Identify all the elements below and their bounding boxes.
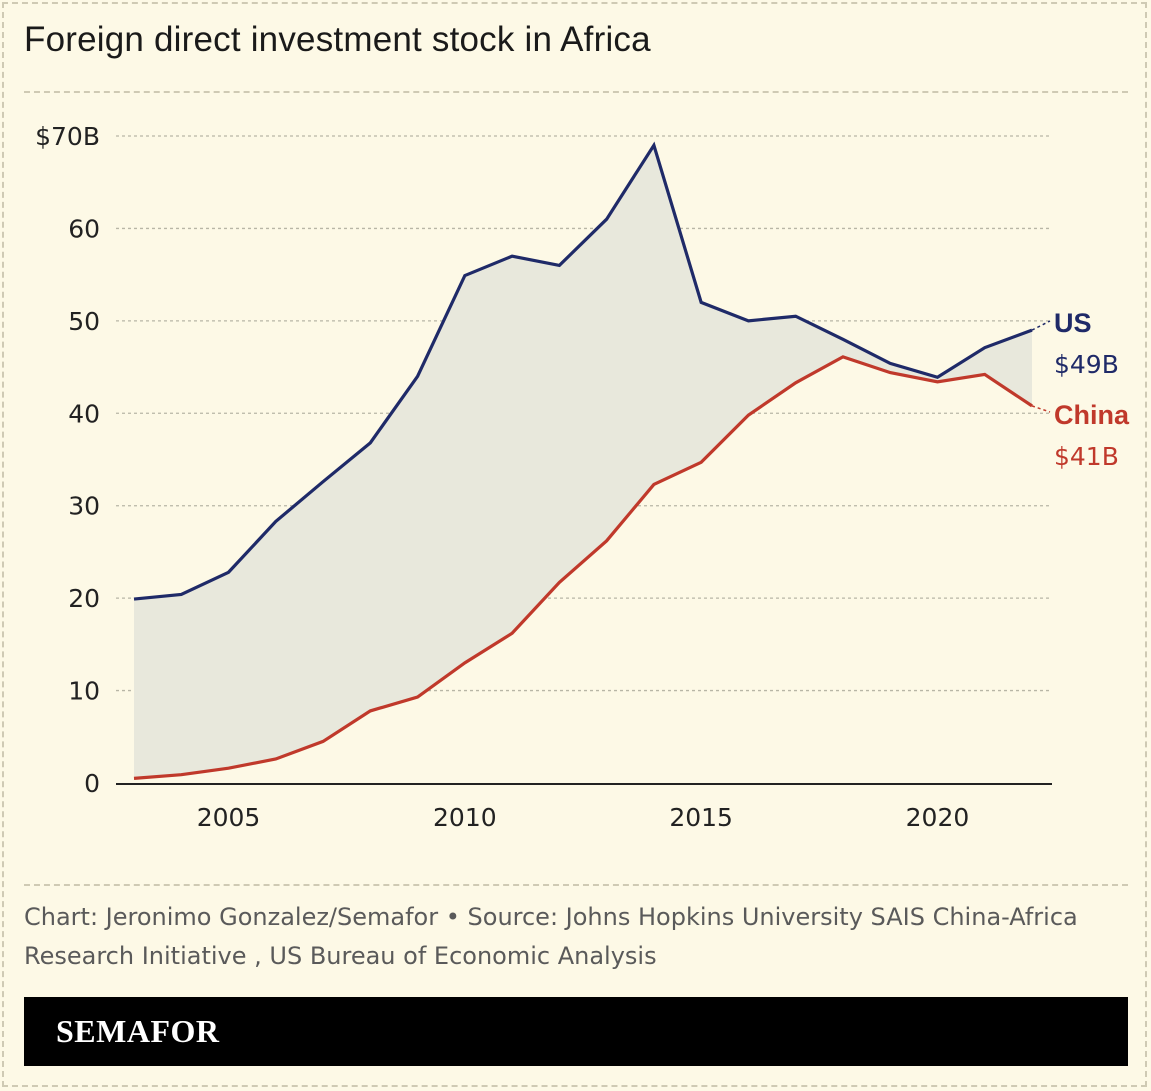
china-value-label: $41B	[1054, 442, 1119, 471]
source-divider	[24, 884, 1128, 886]
chart-title: Foreign direct investment stock in Afric…	[24, 20, 651, 59]
y-tick-label: 40	[68, 399, 100, 428]
y-tick-label: 10	[68, 677, 100, 706]
x-tick-label: 2005	[197, 803, 261, 832]
us-value-label: $49B	[1054, 350, 1119, 379]
x-tick-label: 2015	[669, 803, 733, 832]
source-credit: Chart: Jeronimo Gonzalez/Semafor • Sourc…	[24, 903, 1078, 970]
y-tick-label: 60	[68, 214, 100, 243]
china-label-leader	[1031, 405, 1051, 413]
x-tick-label: 2020	[906, 803, 970, 832]
y-tick-label: $70B	[35, 122, 100, 151]
title-divider	[24, 91, 1128, 93]
y-tick-label: 30	[68, 492, 100, 521]
semafor-logo: SEMAFOR	[56, 1013, 220, 1049]
y-tick-label: 20	[68, 584, 100, 613]
line-chart: 0 10 20 30 40 50 60 $70B 2005 2010 2015 2020 US $49B C…	[35, 122, 1130, 832]
series-line-us	[133, 141, 1033, 601]
y-tick-label: 0	[84, 769, 100, 798]
series-line-china	[133, 355, 1033, 780]
us-series-label: US	[1054, 308, 1092, 338]
china-series-label: China	[1054, 400, 1130, 430]
gap-area	[134, 145, 1032, 779]
x-tick-label: 2010	[433, 803, 497, 832]
us-label-leader	[1031, 320, 1051, 331]
footer-bar: SEMAFOR	[24, 997, 1128, 1066]
y-tick-label: 50	[68, 307, 100, 336]
